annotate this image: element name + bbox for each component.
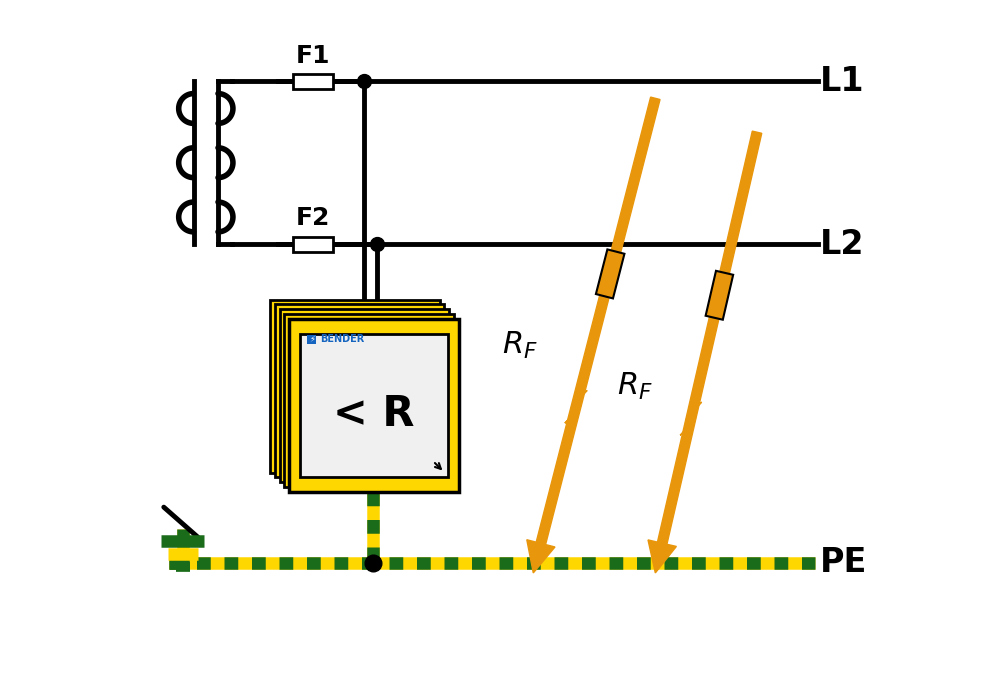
Bar [705,271,733,320]
Polygon shape [648,131,762,573]
Text: PE: PE [820,546,867,579]
Polygon shape [681,402,701,435]
Bar [285,314,454,487]
Polygon shape [564,391,587,423]
Text: < R: < R [333,393,415,435]
Bar [293,237,333,252]
Bar [293,74,333,89]
Polygon shape [527,97,660,573]
Text: F2: F2 [296,206,330,231]
Bar [270,300,439,473]
Bar [280,309,449,482]
Bar [290,319,458,492]
Bar [307,335,316,344]
Text: $R_F$: $R_F$ [502,330,538,361]
Text: L1: L1 [820,65,865,98]
Text: ⚡: ⚡ [309,334,314,344]
Bar [275,304,444,477]
Text: L2: L2 [820,228,865,260]
Text: F1: F1 [296,43,330,68]
Text: BENDER: BENDER [320,334,365,344]
Bar [300,334,447,477]
Text: $R_F$: $R_F$ [617,371,653,402]
Bar [596,250,624,298]
